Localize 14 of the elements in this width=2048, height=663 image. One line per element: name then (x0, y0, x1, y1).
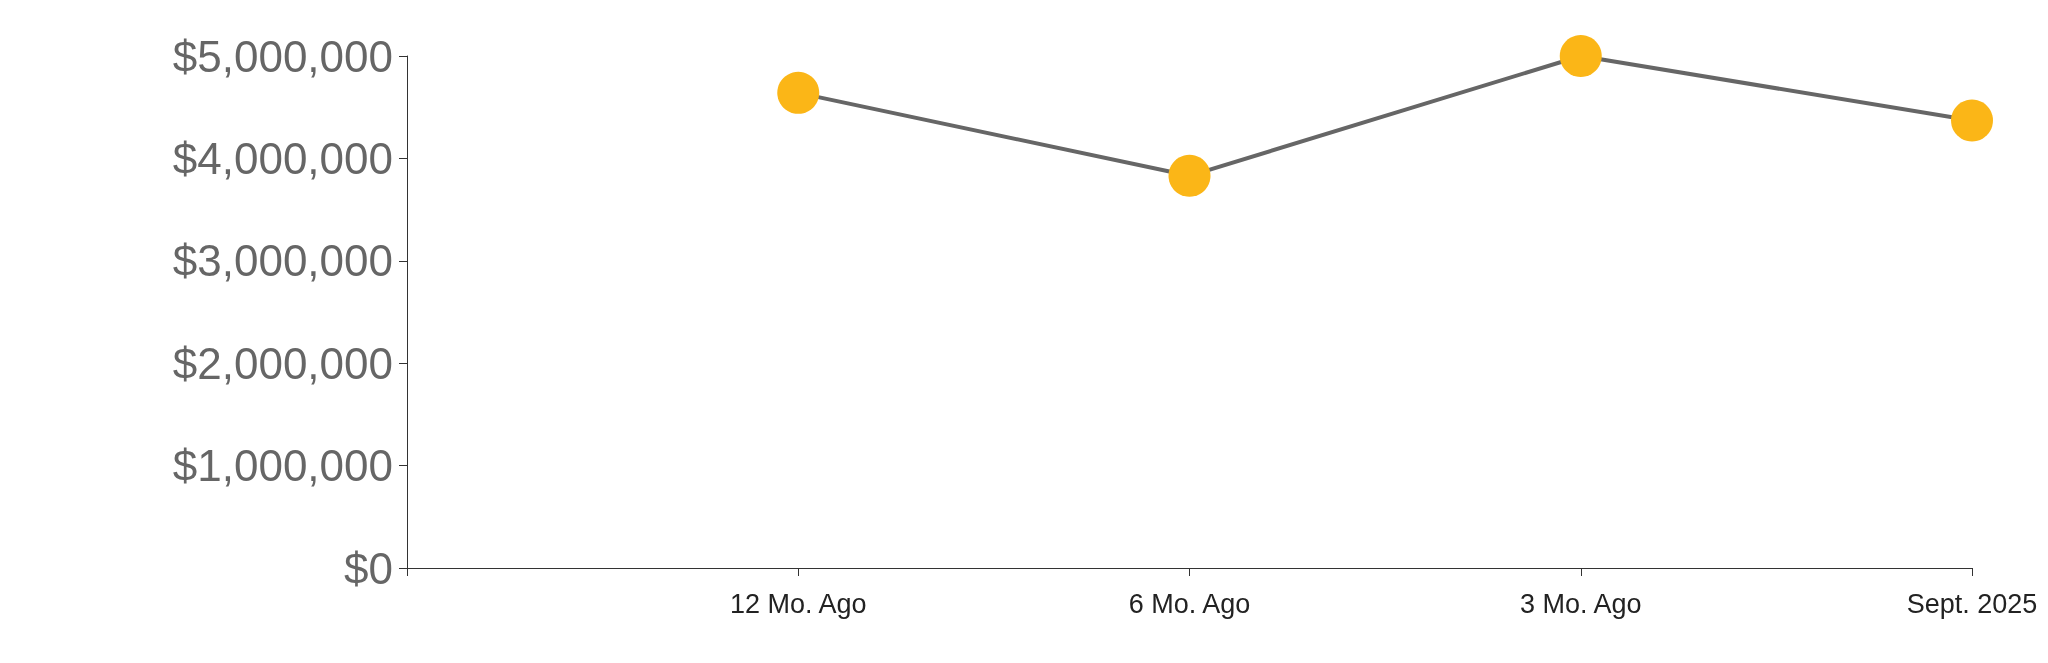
y-tick-label: $2,000,000 (172, 338, 393, 388)
x-tick-label: 12 Mo. Ago (729, 588, 867, 619)
x-tick-label: 3 Mo. Ago (1519, 588, 1642, 619)
y-tick-label: $5,000,000 (172, 31, 393, 81)
x-tick-label: 6 Mo. Ago (1128, 588, 1251, 619)
x-tick-label: Sept. 2025 (1906, 588, 2038, 619)
point (1559, 35, 1602, 77)
y-tick-label: $1,000,000 (172, 441, 393, 491)
y-tick-label: $0 (344, 543, 393, 593)
point (1168, 154, 1211, 197)
point (1951, 99, 1993, 142)
y-tick-label: $4,000,000 (172, 133, 393, 183)
point (777, 71, 820, 114)
y-tick-label: $3,000,000 (172, 236, 393, 286)
